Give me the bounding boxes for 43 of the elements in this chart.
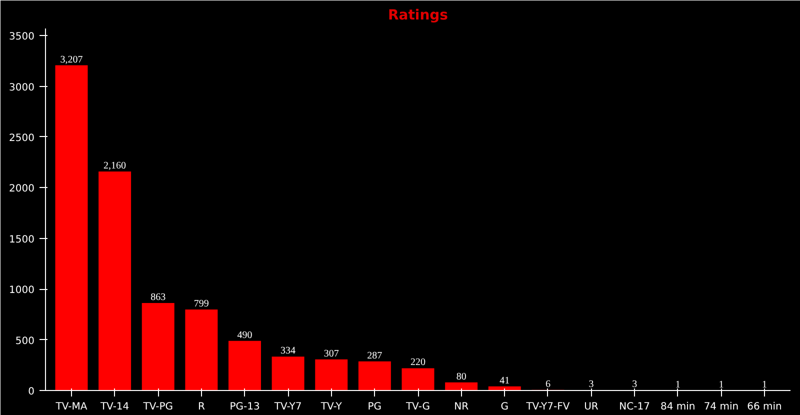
x-tick-label: NC-17 — [619, 402, 650, 412]
data-label: 3 — [632, 379, 638, 390]
data-label: 490 — [237, 330, 252, 341]
x-tick-label: TV-Y7-FV — [525, 402, 570, 412]
chart-title: Ratings — [388, 8, 448, 24]
data-label: 1 — [718, 379, 724, 390]
y-tick-label: 2500 — [9, 133, 35, 144]
data-label: 80 — [456, 371, 466, 382]
y-tick-label: 3500 — [9, 32, 35, 43]
x-tick-label: PG-13 — [230, 402, 260, 412]
y-tick-label: 0 — [28, 386, 35, 398]
y-tick-label: 1000 — [9, 285, 35, 296]
data-label: 3 — [588, 379, 594, 390]
x-tick-label: TV-14 — [99, 402, 130, 412]
data-label: 287 — [367, 350, 382, 362]
x-tick-label: 74 min — [704, 402, 739, 412]
data-label: 334 — [280, 346, 296, 357]
x-tick-label: UR — [584, 402, 598, 412]
y-tick-label: 2000 — [9, 184, 35, 195]
x-tick-label: TV-G — [404, 402, 430, 412]
y-tick-label: 500 — [15, 336, 35, 347]
data-label: 3,207 — [60, 54, 83, 66]
x-tick-label: TV-MA — [54, 402, 88, 412]
data-label: 41 — [500, 375, 510, 386]
x-tick-label: 84 min — [660, 402, 696, 412]
data-label: 6 — [545, 378, 550, 390]
x-tick-label: 66 min — [747, 402, 782, 412]
data-label: 799 — [194, 298, 209, 310]
x-tick-label: G — [500, 402, 509, 412]
x-tick-label: PG — [368, 402, 382, 412]
x-tick-label: NR — [454, 402, 469, 412]
data-label: 1 — [762, 379, 768, 390]
x-tick-label: TV-Y — [320, 402, 343, 412]
data-label: 307 — [324, 348, 339, 360]
x-tick-label: TV-Y7 — [273, 402, 302, 412]
x-tick-label: R — [198, 402, 205, 412]
data-label: 863 — [150, 292, 166, 303]
data-label: 2,160 — [104, 160, 126, 172]
data-label: 220 — [410, 357, 426, 368]
x-tick-label: TV-PG — [142, 402, 174, 412]
data-label: 1 — [675, 379, 680, 390]
y-tick-label: 3000 — [9, 82, 35, 94]
y-tick-label: 1500 — [9, 234, 35, 246]
